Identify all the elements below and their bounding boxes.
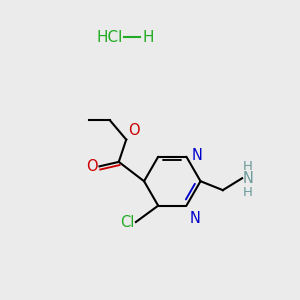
Text: O: O (86, 159, 98, 174)
Text: H: H (142, 30, 154, 45)
Text: Cl: Cl (120, 214, 134, 230)
Text: HCl: HCl (97, 30, 123, 45)
Text: N: N (189, 211, 200, 226)
Text: H: H (243, 160, 253, 173)
Text: N: N (243, 171, 254, 186)
Text: H: H (243, 186, 253, 199)
Text: N: N (192, 148, 203, 163)
Text: O: O (128, 123, 139, 138)
